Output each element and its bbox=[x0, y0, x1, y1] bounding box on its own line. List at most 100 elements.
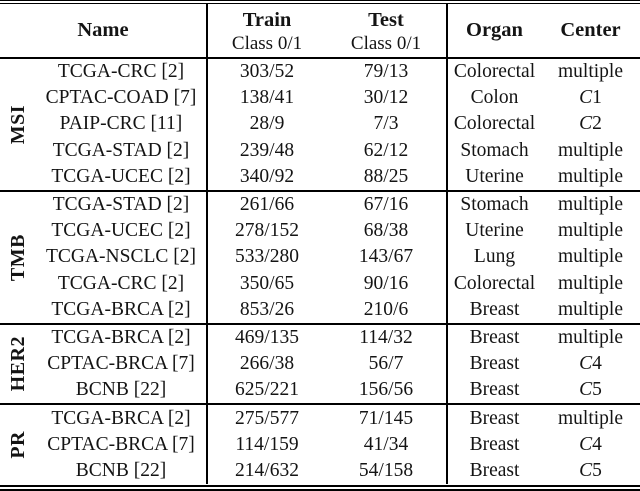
organ-cell: Colon bbox=[470, 87, 519, 109]
train-split-cell: 303/52 bbox=[239, 61, 295, 83]
table-body: MSI TCGA-CRC [2] 303/52 79/13 Colorectal mult… bbox=[0, 59, 640, 484]
organ-cell: Lung bbox=[473, 246, 516, 268]
test-split-cell: 30/12 bbox=[326, 85, 448, 112]
center-text: multiple bbox=[558, 139, 623, 161]
center-text: multiple bbox=[558, 61, 623, 83]
center-cell: multiple bbox=[541, 271, 640, 297]
test-split-cell: 143/67 bbox=[326, 244, 448, 271]
organ-cell: Breast bbox=[469, 407, 520, 429]
test-split-cell: 90/16 bbox=[326, 270, 448, 297]
test-split-cell: 114/32 bbox=[326, 324, 448, 352]
task-group-her2: HER2 TCGA-BRCA [2] 469/135 114/32 Breast mult… bbox=[0, 322, 640, 404]
center-math-var: C bbox=[579, 353, 593, 375]
organ-cell: Breast bbox=[469, 353, 520, 375]
center-text: 4 bbox=[592, 353, 602, 375]
group-label: HER2 bbox=[0, 325, 36, 404]
train-split-cell: 533/280 bbox=[235, 246, 299, 268]
task-group-pr: PR TCGA-BRCA [2] 275/577 71/145 Breast multip… bbox=[0, 403, 640, 484]
center-math-var: C bbox=[579, 113, 593, 135]
dataset-name-cell: TCGA-UCEC [2] bbox=[36, 218, 208, 245]
center-text: multiple bbox=[558, 246, 623, 268]
center-text: multiple bbox=[558, 165, 623, 187]
group-label: TMB bbox=[0, 192, 36, 323]
dataset-name-cell: BCNB [22] bbox=[36, 377, 208, 404]
center-math-var: C bbox=[579, 459, 593, 481]
table-header: Name Train Class 0/1 Test Class 0/1 Orga… bbox=[0, 4, 640, 59]
col-header-organ: Organ bbox=[466, 19, 523, 41]
center-text: multiple bbox=[558, 272, 623, 294]
center-text: multiple bbox=[558, 326, 623, 348]
center-text: 5 bbox=[592, 459, 602, 481]
dataset-name-cell: BCNB [22] bbox=[36, 457, 208, 484]
train-split-cell: 340/92 bbox=[239, 165, 295, 187]
test-split-cell: 156/56 bbox=[326, 377, 448, 404]
center-math-var: C bbox=[579, 87, 593, 109]
center-math-var: C bbox=[579, 433, 593, 455]
test-split-cell: 79/13 bbox=[326, 59, 448, 86]
organ-cell: Colorectal bbox=[453, 113, 536, 135]
organ-cell: Breast bbox=[469, 459, 520, 481]
dataset-name-cell: TCGA-BRCA [2] bbox=[36, 296, 208, 323]
center-text: 1 bbox=[592, 87, 602, 109]
center-cell: multiple bbox=[541, 164, 640, 190]
organ-cell: Stomach bbox=[460, 139, 529, 161]
train-split-cell: 625/221 bbox=[235, 379, 299, 401]
dataset-name-cell: TCGA-NSCLC [2] bbox=[36, 244, 208, 271]
organ-cell: Breast bbox=[469, 379, 520, 401]
test-subheader: Class 0/1 bbox=[350, 33, 422, 54]
col-header-test: Test Class 0/1 bbox=[326, 4, 448, 57]
train-split-cell: 350/65 bbox=[239, 272, 295, 294]
train-split-cell: 853/26 bbox=[239, 298, 295, 320]
group-label: MSI bbox=[0, 59, 36, 190]
center-text: 5 bbox=[592, 379, 602, 401]
center-cell: multiple bbox=[541, 138, 640, 164]
train-split-cell: 214/632 bbox=[235, 459, 299, 481]
test-split-cell: 68/38 bbox=[326, 218, 448, 245]
test-split-cell: 67/16 bbox=[326, 191, 448, 219]
center-cell: multiple bbox=[541, 192, 640, 218]
group-label-text: PR bbox=[6, 430, 29, 459]
center-cell: multiple bbox=[541, 59, 640, 85]
task-group-msi: MSI TCGA-CRC [2] 303/52 79/13 Colorectal mult… bbox=[0, 59, 640, 190]
test-split-cell: 210/6 bbox=[326, 296, 448, 323]
group-label-text: HER2 bbox=[6, 336, 29, 392]
train-split-cell: 278/152 bbox=[235, 220, 299, 242]
task-group-tmb: TMB TCGA-STAD [2] 261/66 67/16 Stomach multip… bbox=[0, 189, 640, 323]
train-split-cell: 275/577 bbox=[235, 407, 299, 429]
dataset-name-cell: CPTAC-BRCA [7] bbox=[36, 351, 208, 378]
dataset-name-cell: TCGA-CRC [2] bbox=[36, 270, 208, 297]
train-label: Train bbox=[242, 9, 292, 31]
center-cell: multiple bbox=[541, 218, 640, 244]
dataset-name-cell: TCGA-BRCA [2] bbox=[36, 405, 208, 432]
center-text: 2 bbox=[592, 113, 602, 135]
train-split-cell: 469/135 bbox=[235, 326, 299, 348]
train-split-cell: 266/38 bbox=[239, 353, 295, 375]
group-label-text: MSI bbox=[6, 104, 29, 145]
test-split-cell: 88/25 bbox=[326, 163, 448, 190]
center-text: multiple bbox=[558, 220, 623, 242]
organ-cell: Breast bbox=[469, 298, 520, 320]
test-split-cell: 7/3 bbox=[326, 111, 448, 138]
center-cell: multiple bbox=[541, 405, 640, 431]
test-split-cell: 62/12 bbox=[326, 137, 448, 164]
dataset-name-cell: TCGA-CRC [2] bbox=[36, 59, 208, 86]
organ-cell: Breast bbox=[469, 433, 520, 455]
train-split-cell: 114/159 bbox=[235, 433, 299, 455]
dataset-name-cell: CPTAC-BRCA [7] bbox=[36, 431, 208, 458]
dataset-name-cell: TCGA-BRCA [2] bbox=[36, 324, 208, 352]
train-split-cell: 239/48 bbox=[239, 139, 295, 161]
dataset-name-cell: TCGA-UCEC [2] bbox=[36, 163, 208, 190]
train-subheader: Class 0/1 bbox=[231, 33, 303, 54]
train-split-cell: 138/41 bbox=[239, 87, 295, 109]
organ-cell: Uterine bbox=[465, 165, 524, 187]
test-split-cell: 56/7 bbox=[326, 351, 448, 378]
dataset-name-cell: CPTAC-COAD [7] bbox=[36, 85, 208, 112]
dataset-name-cell: PAIP-CRC [11] bbox=[36, 111, 208, 138]
train-split-cell: 261/66 bbox=[239, 194, 295, 216]
